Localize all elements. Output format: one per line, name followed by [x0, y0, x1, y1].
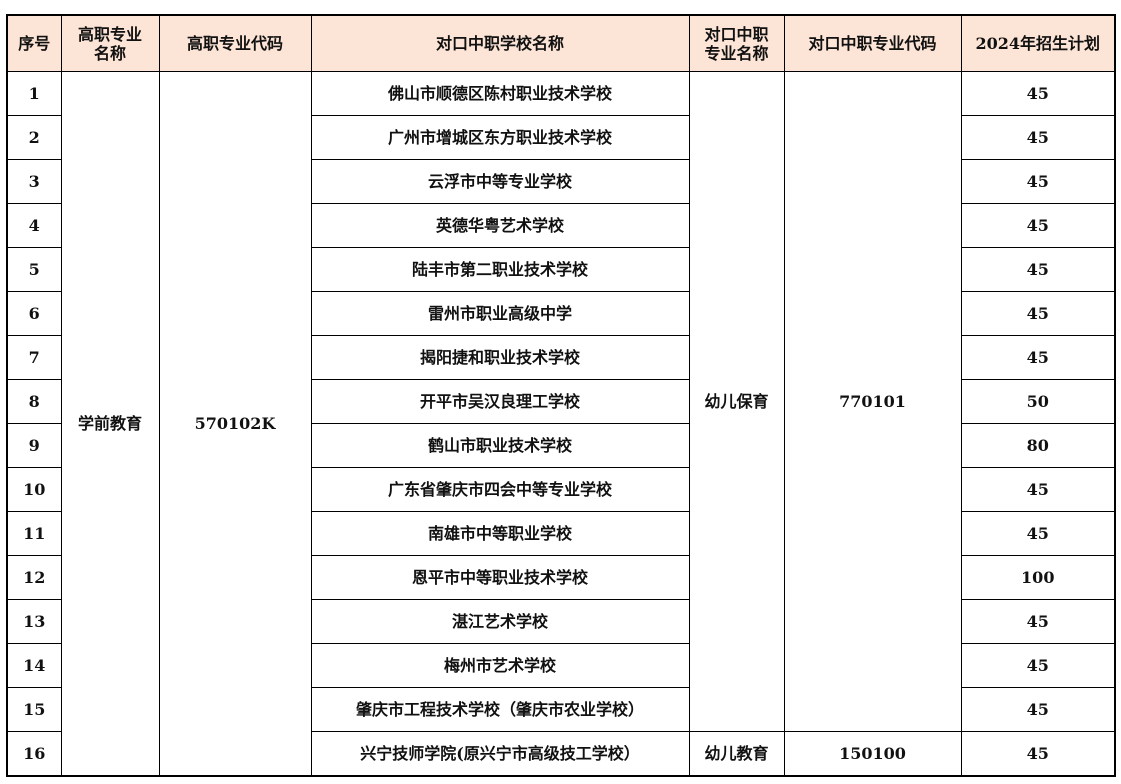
school-name-cell: 鹤山市职业技术学校 [310, 423, 690, 468]
header-no: 序号 [6, 14, 62, 72]
table-row: 10 广东省肇庆市四会中等专业学校 45 [6, 467, 1116, 512]
table-row: 15 肇庆市工程技术学校（肇庆市农业学校） 45 [6, 687, 1116, 732]
table-row: 11 南雄市中等职业学校 45 [6, 511, 1116, 556]
plan-cell: 45 [960, 467, 1116, 512]
school-name-cell: 佛山市顺德区陈村职业技术学校 [310, 71, 690, 116]
school-name-cell: 恩平市中等职业技术学校 [310, 555, 690, 600]
plan-cell: 45 [960, 159, 1116, 204]
table-row: 3 云浮市中等专业学校 45 [6, 159, 1116, 204]
row-no: 14 [6, 643, 62, 688]
plan-cell: 45 [960, 71, 1116, 116]
major-code-cell: 570102K [158, 71, 312, 777]
plan-cell: 45 [960, 247, 1116, 292]
table-row: 1 学前教育 570102K 佛山市顺德区陈村职业技术学校 幼儿保育 770101 45 [6, 71, 1116, 777]
table-row: 14 梅州市艺术学校 45 [6, 643, 1116, 688]
plan-cell: 45 [960, 115, 1116, 160]
header-sub-major-name: 对口中职 专业名称 [688, 14, 785, 72]
school-name-cell: 揭阳捷和职业技术学校 [310, 335, 690, 380]
plan-cell: 45 [960, 203, 1116, 248]
major-name-cell: 学前教育 [60, 71, 160, 777]
table-row: 2 广州市增城区东方职业技术学校 45 [6, 115, 1116, 160]
school-name-cell: 肇庆市工程技术学校（肇庆市农业学校） [310, 687, 690, 732]
sub-major-name-cell: 幼儿保育 [688, 71, 785, 732]
row-no: 11 [6, 511, 62, 556]
school-name-cell: 广州市增城区东方职业技术学校 [310, 115, 690, 160]
table-row: 13 湛江艺术学校 45 [6, 599, 1116, 644]
school-name-cell: 广东省肇庆市四会中等专业学校 [310, 467, 690, 512]
school-name-cell: 雷州市职业高级中学 [310, 291, 690, 336]
row-no: 1 [6, 71, 62, 116]
table-row: 9 鹤山市职业技术学校 80 [6, 423, 1116, 468]
row-no: 10 [6, 467, 62, 512]
school-name-cell: 陆丰市第二职业技术学校 [310, 247, 690, 292]
sub-major-code-cell: 770101 [783, 71, 962, 732]
row-no: 4 [6, 203, 62, 248]
row-no: 9 [6, 423, 62, 468]
row-no: 16 [6, 731, 62, 777]
row-no: 15 [6, 687, 62, 732]
row-no: 8 [6, 379, 62, 424]
school-name-cell: 梅州市艺术学校 [310, 643, 690, 688]
row-no: 12 [6, 555, 62, 600]
row-no: 2 [6, 115, 62, 160]
school-name-cell: 云浮市中等专业学校 [310, 159, 690, 204]
school-name-cell: 兴宁技师学院(原兴宁市高级技工学校） [310, 731, 690, 777]
header-plan: 2024年招生计划 [960, 14, 1116, 72]
plan-cell: 80 [960, 423, 1116, 468]
table-row: 5 陆丰市第二职业技术学校 45 [6, 247, 1116, 292]
header-row: 序号 高职专业 名称 高职专业代码 对口中职学校名称 对口中职 专业名称 对口中职专… [6, 14, 1116, 72]
row-no: 3 [6, 159, 62, 204]
sub-major-name-cell: 幼儿教育 [688, 731, 785, 777]
row-no: 7 [6, 335, 62, 380]
plan-cell: 45 [960, 599, 1116, 644]
row-no: 5 [6, 247, 62, 292]
header-sub-major-code: 对口中职专业代码 [783, 14, 962, 72]
sub-major-code-cell: 150100 [783, 731, 962, 777]
school-name-cell: 开平市吴汉良理工学校 [310, 379, 690, 424]
school-name-cell: 南雄市中等职业学校 [310, 511, 690, 556]
plan-cell: 45 [960, 731, 1116, 777]
plan-cell: 45 [960, 511, 1116, 556]
header-major-code: 高职专业代码 [158, 14, 312, 72]
table-row: 6 雷州市职业高级中学 45 [6, 291, 1116, 336]
plan-cell: 45 [960, 335, 1116, 380]
plan-cell: 45 [960, 687, 1116, 732]
school-name-cell: 湛江艺术学校 [310, 599, 690, 644]
row-no: 6 [6, 291, 62, 336]
table-row: 16 兴宁技师学院(原兴宁市高级技工学校） 幼儿教育 150100 45 [6, 731, 1116, 777]
plan-cell: 45 [960, 291, 1116, 336]
enrollment-table: 序号 高职专业 名称 高职专业代码 对口中职学校名称 对口中职 专业名称 对口中职专… [6, 14, 1116, 777]
header-school-name: 对口中职学校名称 [310, 14, 690, 72]
plan-cell: 50 [960, 379, 1116, 424]
table-row: 8 开平市吴汉良理工学校 50 [6, 379, 1116, 424]
plan-cell: 45 [960, 643, 1116, 688]
row-no: 13 [6, 599, 62, 644]
plan-cell: 100 [960, 555, 1116, 600]
school-name-cell: 英德华粤艺术学校 [310, 203, 690, 248]
header-major-name: 高职专业 名称 [60, 14, 160, 72]
